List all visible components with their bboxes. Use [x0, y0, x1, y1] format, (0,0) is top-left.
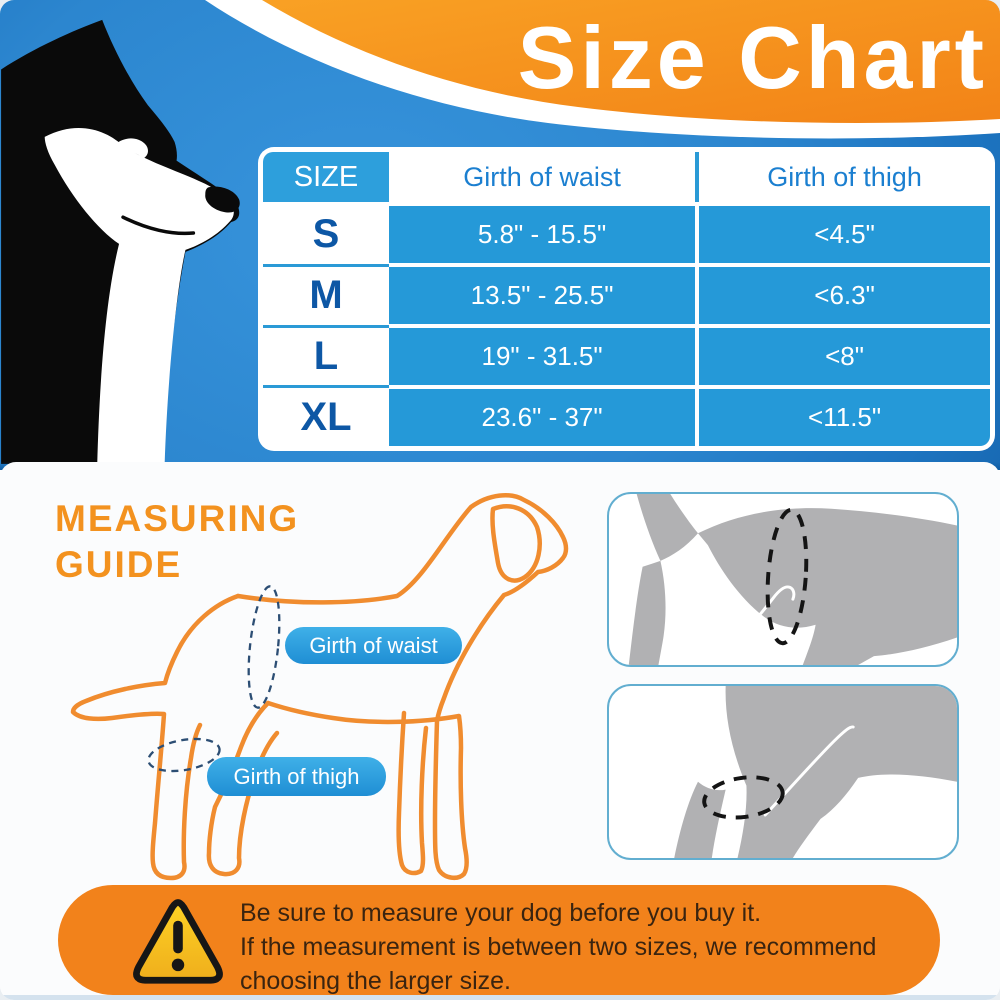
table-size-column: S M L XL: [263, 206, 389, 446]
table-header-thigh: Girth of thigh: [699, 152, 990, 202]
bottom-edge-strip: [0, 995, 1000, 1000]
page-title: Size Chart: [517, 8, 988, 107]
table-cell-waist-xl: 23.6" - 37": [389, 389, 696, 446]
table-header-divider: [695, 152, 700, 202]
dog-eye: [113, 138, 149, 159]
notice-line-1: Be sure to measure your dog before you b…: [240, 899, 762, 927]
table-cell-thigh-l: <8": [699, 328, 990, 385]
table-cell-thigh-m: <6.3": [699, 267, 990, 324]
table-cell-thigh-s: <4.5": [699, 206, 990, 263]
table-header-size: SIZE: [263, 152, 389, 202]
notice-text: Be sure to measure your dog before you b…: [240, 896, 876, 998]
waist-dashed-ellipse-photo: [765, 507, 809, 646]
table-header-waist: Girth of waist: [389, 152, 696, 202]
header-swoosh-shape: [205, 0, 1000, 139]
waist-measure-dashed-ellipse: [247, 585, 281, 709]
size-label-l: L: [263, 324, 389, 386]
waist-closeup-photo: [607, 492, 959, 667]
size-label-xl: XL: [263, 385, 389, 446]
table-cell-thigh-xl: <11.5": [699, 389, 990, 446]
thigh-measure-dashed-ellipse: [147, 737, 221, 773]
dog-outline-illustration: [70, 493, 569, 881]
measure-notice-banner: Be sure to measure your dog before you b…: [58, 885, 940, 995]
table-cell-waist-m: 13.5" - 25.5": [389, 267, 696, 324]
hero-header: Size Chart SIZE Girth of waist Girth of …: [0, 0, 1000, 470]
notice-line-2: If the measurement is between two sizes,…: [240, 933, 877, 961]
measuring-guide-title: MEASURING GUIDE: [55, 498, 300, 585]
table-cell-waist-l: 19" - 31.5": [389, 328, 696, 385]
size-label-m: M: [263, 263, 389, 325]
dog-nose: [205, 186, 240, 213]
dog-ear: [490, 504, 542, 583]
waist-label-pill: Girth of waist: [285, 627, 462, 664]
size-label-s: S: [312, 212, 340, 257]
notice-line-3: choosing the larger size.: [240, 967, 511, 995]
warning-icon: [133, 899, 223, 984]
dog-head-logo-icon: [1, 19, 240, 464]
thigh-label-pill: Girth of thigh: [207, 757, 386, 796]
thigh-dashed-ellipse-photo: [702, 775, 785, 820]
thigh-closeup-photo: [607, 684, 959, 860]
dog-mouth-line: [121, 215, 196, 236]
table-cell-waist-s: 5.8" - 15.5": [389, 206, 696, 263]
size-chart-table: SIZE Girth of waist Girth of thigh S M L…: [258, 147, 995, 451]
